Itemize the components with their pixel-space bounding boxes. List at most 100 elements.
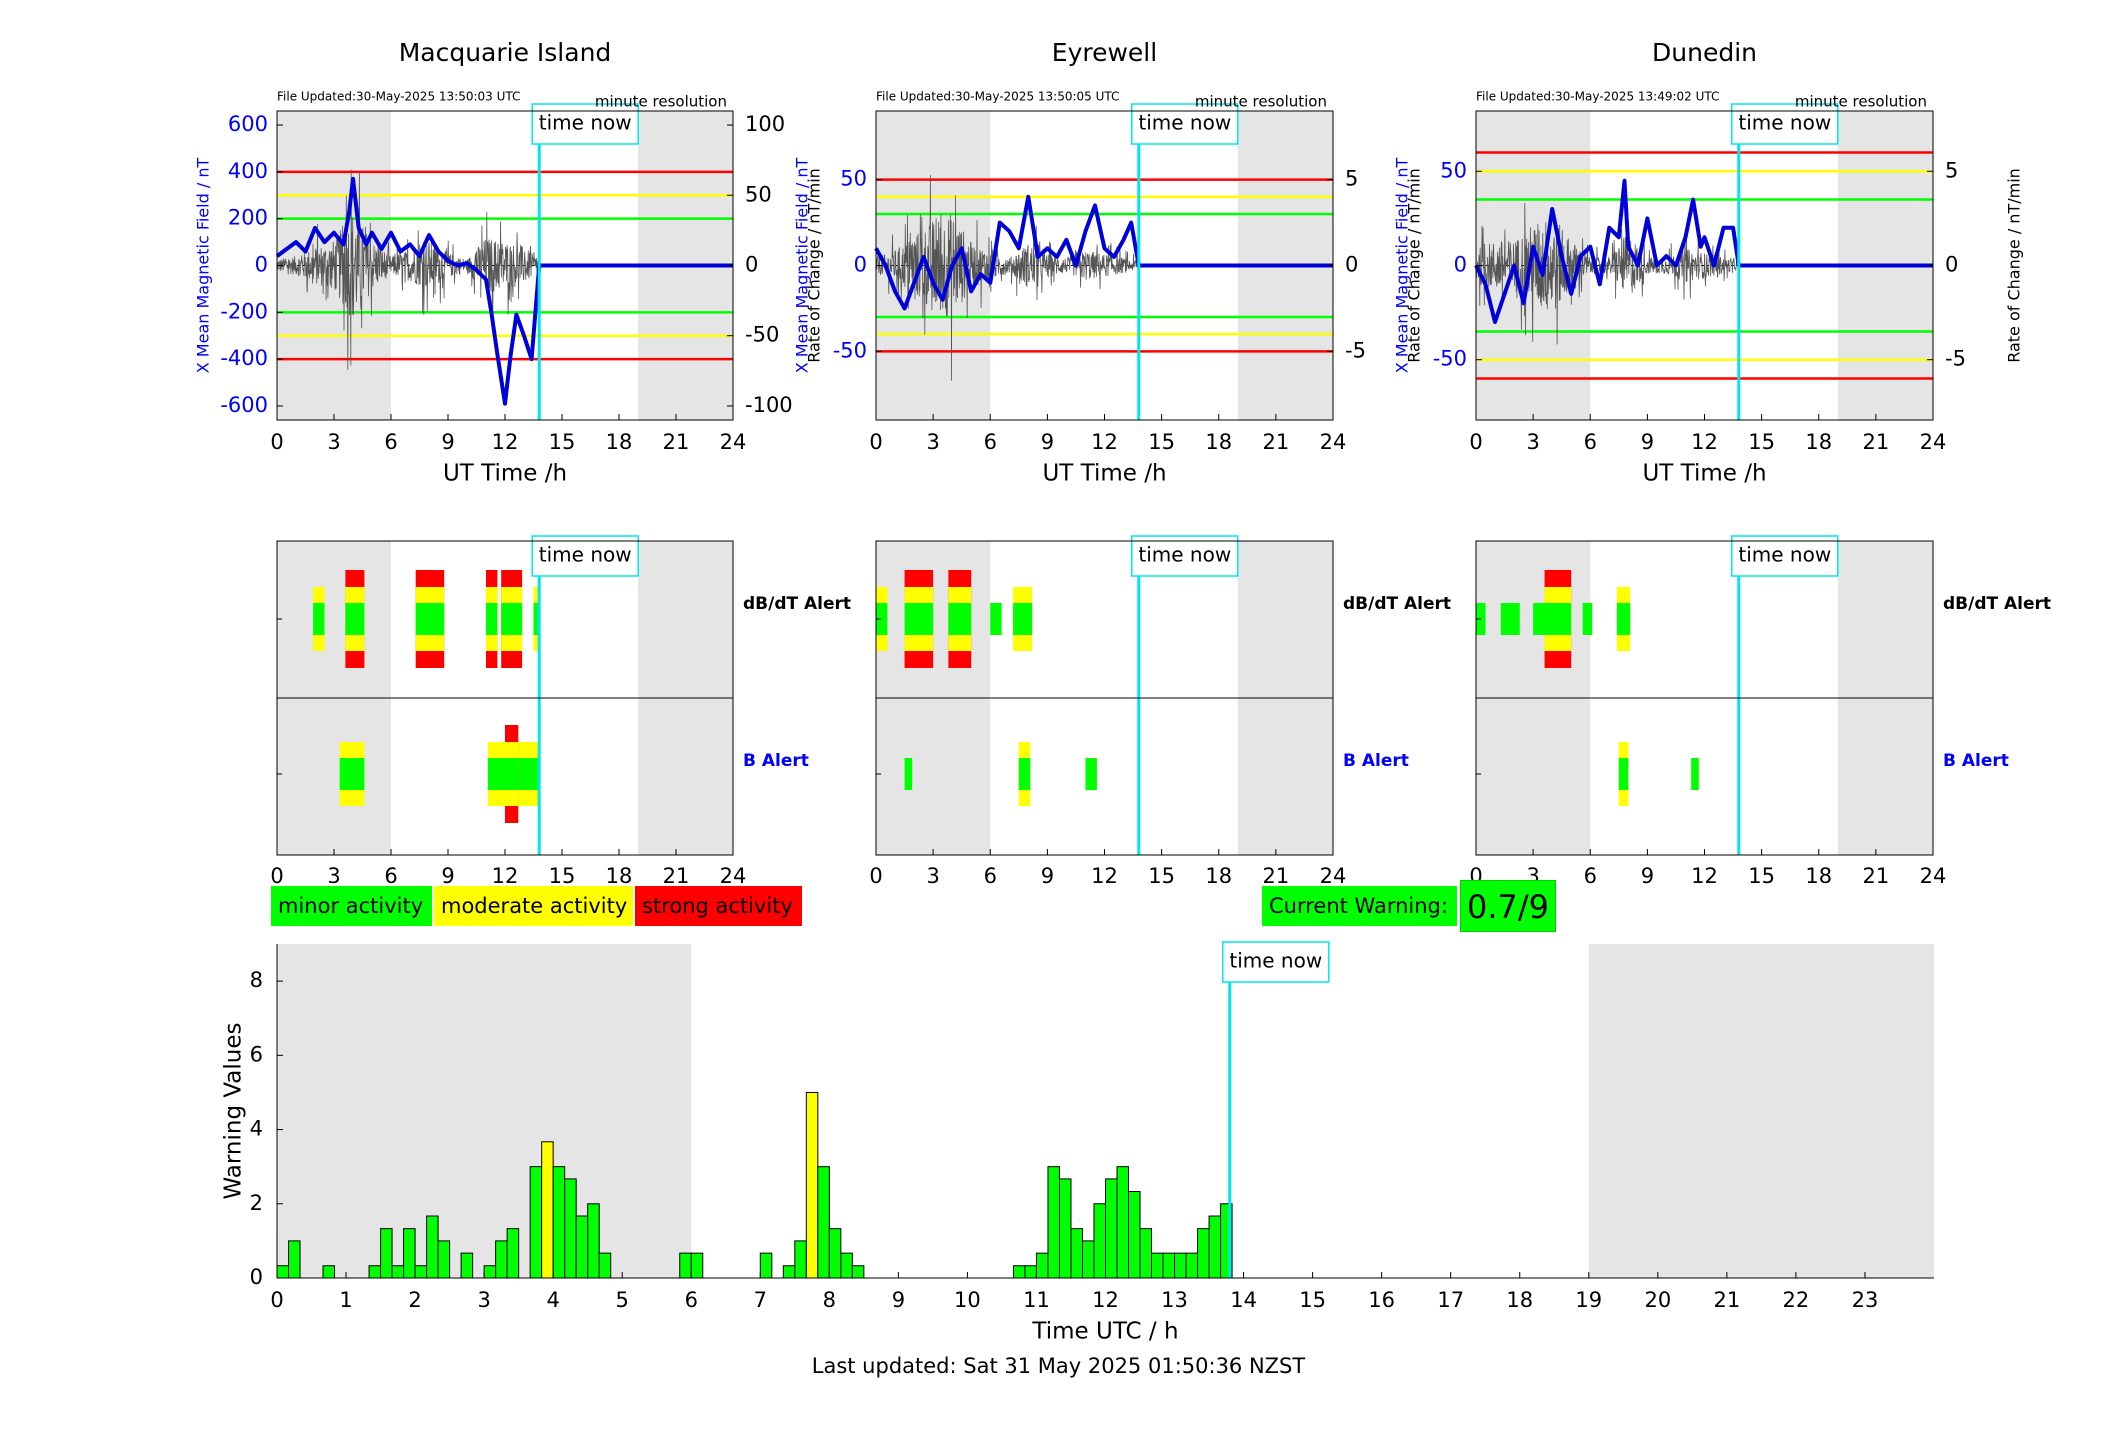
y2-axis-label: Rate of Change / nT/min — [2005, 168, 2024, 363]
x-tick-label: 12 — [1091, 430, 1118, 454]
x-tick-label: 3 — [926, 864, 939, 888]
y2-tick-label: 5 — [1945, 158, 1958, 182]
x-tick-label: 15 — [1148, 864, 1175, 888]
dbdt-alert-label: dB/dT Alert — [743, 594, 851, 614]
y2-tick-label: -50 — [745, 323, 779, 347]
y-tick-label: 2 — [250, 1191, 263, 1215]
current-warning-value: 0.7/9 — [1460, 880, 1556, 932]
resolution-text: minute resolution — [595, 93, 727, 111]
y-tick-label: 400 — [228, 159, 268, 183]
y-tick-label: 6 — [250, 1042, 263, 1066]
x-tick-label: 21 — [1863, 430, 1890, 454]
x-tick-label: 9 — [441, 430, 454, 454]
warning-bar — [1093, 1203, 1106, 1279]
warning-bar — [288, 1240, 301, 1279]
x-tick-label: 18 — [1205, 430, 1232, 454]
y-tick-label: 600 — [228, 112, 268, 136]
x-tick-label: 15 — [549, 864, 576, 888]
dbdt-alert-label: dB/dT Alert — [1943, 594, 2051, 614]
b-alert-bar-minor — [487, 758, 505, 790]
warning-bar — [1070, 1228, 1083, 1279]
warning-bar — [587, 1203, 600, 1279]
warning-bar — [322, 1265, 336, 1279]
x-tick-label: 20 — [1644, 1288, 1671, 1312]
warning-bar — [391, 1265, 405, 1279]
y-axis-label: X Mean Magnetic Field / nT — [194, 158, 213, 374]
x-tick-label: 13 — [1161, 1288, 1188, 1312]
b-alert-bar-minor — [1085, 758, 1097, 790]
time-now-box — [1731, 535, 1839, 577]
x-tick-label: 15 — [1748, 430, 1775, 454]
time-now-label: time now — [1138, 111, 1231, 135]
x-tick-label: 0 — [270, 1288, 283, 1312]
x-tick-label: 12 — [492, 864, 519, 888]
x-tick-label: 15 — [1748, 864, 1775, 888]
x-tick-label: 6 — [384, 864, 397, 888]
x-tick-label: 14 — [1230, 1288, 1257, 1312]
x-axis-label: UT Time /h — [1642, 461, 1766, 487]
y2-tick-label: 0 — [1345, 253, 1358, 277]
warning-bar — [1035, 1252, 1049, 1279]
y-tick-label: 50 — [840, 167, 867, 191]
dbdt-alert-bar-minor — [345, 603, 365, 635]
x-tick-label: 2 — [408, 1288, 421, 1312]
b-alert-bar-minor — [1018, 758, 1031, 790]
b-alert-bar-minor — [339, 758, 365, 790]
file-updated-text: File Updated:30-May-2025 13:50:03 UTC — [277, 90, 520, 104]
legend-moderate-activity: moderate activity — [434, 886, 633, 926]
warning-bar — [828, 1228, 842, 1279]
dbdt-alert-bar-minor — [313, 603, 325, 635]
y-tick-label: -600 — [220, 393, 268, 417]
dbdt-alert-bar-minor — [415, 603, 445, 635]
x-tick-label: 16 — [1368, 1288, 1395, 1312]
dbdt-alert-label: dB/dT Alert — [1343, 594, 1451, 614]
y-tick-label: -50 — [1433, 347, 1467, 371]
x-tick-label: 6 — [984, 864, 997, 888]
warning-bar — [1151, 1252, 1164, 1279]
b-alert-label: B Alert — [743, 751, 809, 771]
time-now-label: time now — [539, 111, 632, 135]
warning-bar — [426, 1215, 439, 1279]
x-tick-label: 4 — [546, 1288, 559, 1312]
x-tick-label: 24 — [720, 430, 747, 454]
warning-bar — [541, 1141, 554, 1279]
x-tick-label: 6 — [685, 1288, 698, 1312]
x-tick-label: 12 — [1691, 864, 1718, 888]
warning-bar — [1012, 1265, 1026, 1279]
warning-bar — [851, 1265, 865, 1279]
station-title: Dunedin — [1652, 38, 1757, 67]
x-tick-label: 0 — [270, 430, 283, 454]
x-tick-label: 15 — [1148, 430, 1175, 454]
y2-tick-label: 100 — [745, 112, 785, 136]
warning-bar — [1185, 1252, 1199, 1279]
warning-bar — [1081, 1240, 1095, 1279]
warning-bar — [495, 1240, 508, 1279]
x-tick-label: 9 — [1641, 864, 1654, 888]
warning-bar — [1024, 1265, 1037, 1279]
x-axis-label: Time UTC / h — [1031, 1319, 1178, 1345]
dbdt-alert-bar-minor — [1616, 603, 1631, 635]
x-tick-label: 11 — [1023, 1288, 1050, 1312]
x-tick-label: 0 — [270, 864, 283, 888]
warning-bar — [805, 1091, 819, 1279]
x-tick-label: 21 — [663, 864, 690, 888]
x-tick-label: 9 — [1041, 430, 1054, 454]
x-tick-label: 6 — [384, 430, 397, 454]
rate-of-change-series — [276, 169, 540, 370]
dbdt-alert-bar-minor — [533, 603, 540, 635]
dbdt-alert-bar-minor — [1533, 603, 1545, 635]
x-tick-label: 17 — [1437, 1288, 1464, 1312]
b-alert-bar-minor — [518, 758, 540, 790]
warning-bar — [782, 1265, 796, 1279]
warning-bar — [1162, 1252, 1176, 1279]
warning-bar — [1128, 1191, 1141, 1279]
warning-bar — [794, 1240, 807, 1279]
y-tick-label: -200 — [220, 299, 268, 323]
x-tick-label: 8 — [823, 1288, 836, 1312]
dbdt-alert-bar-minor — [486, 603, 498, 635]
dbdt-alert-bar-minor — [1500, 603, 1520, 635]
x-tick-label: 9 — [1641, 430, 1654, 454]
x-tick-label: 24 — [1920, 864, 1947, 888]
b-alert-label: B Alert — [1943, 751, 2009, 771]
